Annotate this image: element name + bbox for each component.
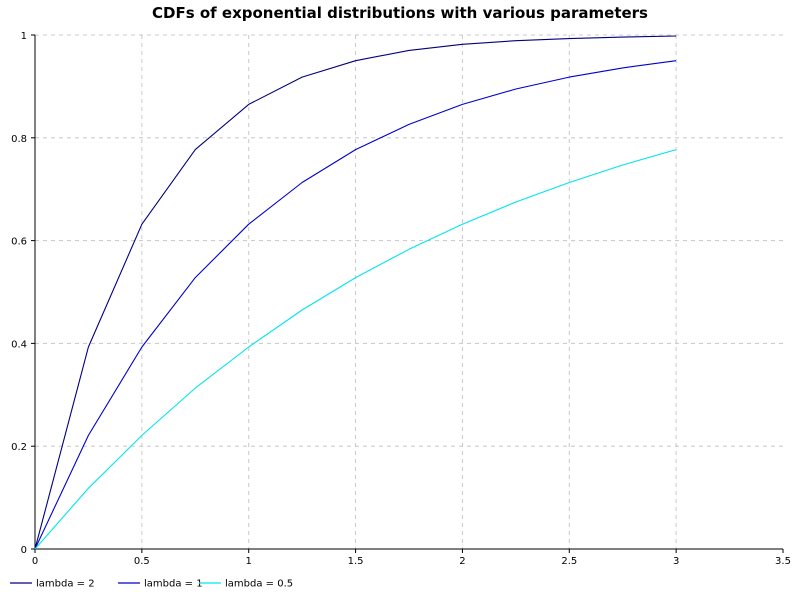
legend: lambda = 2 lambda = 1 lambda = 0.5 xyxy=(10,579,293,590)
legend-label-0: lambda = 2 xyxy=(36,579,95,590)
y-tick-label: 0.4 xyxy=(11,339,27,350)
grid-layer xyxy=(35,34,783,549)
x-tick-label: 2 xyxy=(459,556,465,567)
series-line-0 xyxy=(34,35,677,550)
chart-title: CDFs of exponential distributions with v… xyxy=(152,4,648,22)
x-tick-label: 1 xyxy=(246,556,252,567)
y-tick-label: 0.6 xyxy=(11,237,27,248)
x-tick-label: 3 xyxy=(673,556,679,567)
series-line-1 xyxy=(34,60,677,550)
y-tick-label: 0 xyxy=(21,545,27,556)
x-tick-label: 2.5 xyxy=(561,556,577,567)
x-tick-label: 0.5 xyxy=(134,556,150,567)
x-tick-label: 0 xyxy=(32,556,38,567)
tick-layer: 0 0.5 1 1.5 2 2.5 3 3.5 0 0.2 0.4 0.6 0.8 1 xyxy=(11,31,791,567)
legend-label-2: lambda = 0.5 xyxy=(225,579,293,590)
y-tick-label: 0.2 xyxy=(11,442,27,453)
axes-layer xyxy=(31,34,784,553)
series-layer xyxy=(34,35,677,550)
y-tick-label: 1 xyxy=(21,31,27,42)
series-line-2 xyxy=(34,149,677,550)
legend-label-1: lambda = 1 xyxy=(144,579,203,590)
y-tick-label: 0.8 xyxy=(11,134,27,145)
x-tick-label: 1.5 xyxy=(348,556,364,567)
x-tick-label: 3.5 xyxy=(775,556,791,567)
